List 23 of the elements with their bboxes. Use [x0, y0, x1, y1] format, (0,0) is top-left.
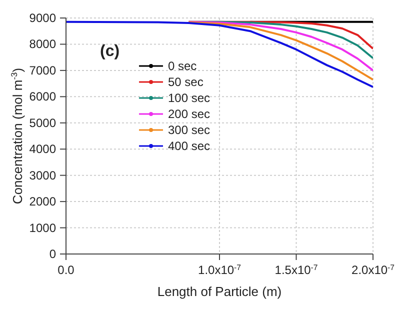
y-tick-label: 0: [49, 247, 56, 261]
annotation: (c): [100, 43, 120, 61]
x-axis-title: Length of Particle (m): [157, 284, 282, 299]
legend-label: 200 sec: [168, 106, 210, 122]
y-tick-label: 2000: [29, 194, 56, 209]
y-tick-label: 6000: [29, 90, 56, 104]
x-tick-label: 1.0x10$^{-7}$: [198, 262, 241, 277]
y-tick-label: 9000: [29, 11, 56, 25]
x-tick-label: 2.0x10$^{-7}$: [352, 262, 394, 277]
legend-label: 400 sec: [168, 138, 210, 154]
legend-label: 100 sec: [168, 90, 210, 106]
legend-label: 300 sec: [168, 122, 210, 138]
x-tick-label: 1.5x10$^{-7}$: [274, 262, 318, 277]
y-tick-label: 1000: [29, 220, 56, 235]
y-tick-label: 7000: [29, 63, 56, 78]
legend-label: 0 sec: [168, 58, 197, 74]
legend-label: 50 sec: [168, 74, 204, 90]
line-series: [66, 20, 373, 88]
y-tick-label: 8000: [29, 37, 56, 52]
y-tick-label: 3000: [29, 168, 56, 182]
y-tick-label: 4000: [29, 142, 56, 156]
y-tick-label: 5000: [29, 116, 56, 130]
x-tick-label: 0.0: [58, 263, 75, 277]
